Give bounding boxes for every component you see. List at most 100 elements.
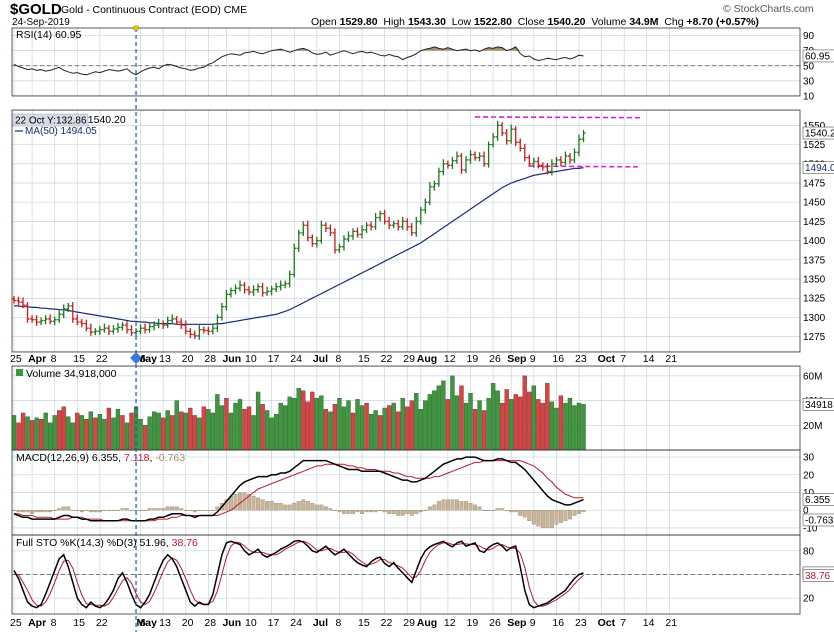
volume-bar [504,389,509,451]
macd-histogram-bar [242,492,247,511]
macd-histogram-bar [156,508,161,511]
volume-bar [129,412,134,451]
price-bar [156,318,161,329]
date-marker-tick: 6 [140,353,146,365]
price-last-value: 1540.2 [805,129,834,140]
macd-histogram-bar [418,510,423,513]
macd-histogram-bar [165,506,170,511]
volume-bar [540,402,545,451]
price-bar [423,198,428,214]
volume-bar [409,400,414,451]
macd-histogram-bar [577,510,581,514]
macd-histogram-bar [61,506,66,511]
macd-histogram-bar [332,510,337,511]
macd-histogram-bar [527,510,532,521]
price-bar [52,316,57,326]
price-bar [391,220,396,229]
macd-histogram-bar [269,501,274,511]
price-bar [468,149,473,164]
volume-bar [102,418,107,451]
macd-histogram-bar [310,502,315,511]
macd-title-part: MACD(12,26,9) 6.355, [16,452,124,464]
volume-bar [151,411,157,451]
price-bar [215,314,220,333]
volume-bar [572,405,577,451]
y-tick-label: 1450 [803,198,826,209]
macd-histogram-bar [30,510,35,514]
volume-bar [563,402,568,451]
price-bar [473,151,478,161]
volume-bar [495,390,500,451]
macd-histogram-bar [260,499,265,511]
volume-bar [174,400,179,451]
macd-histogram-bar [192,510,197,513]
price-bar [414,216,419,237]
price-bar [152,321,157,331]
x-tick-label: 26 [489,617,501,629]
price-bar [84,319,89,332]
volume-bar [463,402,469,451]
x-tick-label: 16 [552,617,564,629]
macd-histogram-bar [427,506,432,511]
close-label: Close [517,16,545,28]
volume-bar [61,406,66,451]
x-tick-label: 10 [245,617,257,629]
price-volume-gap [12,352,800,366]
price-last-value-box [802,126,834,140]
price-bar [256,283,261,293]
x-tick-label: Aug [417,617,437,629]
macd-histogram-bar [84,510,89,511]
volume-bar [531,385,536,451]
date-marker[interactable]: 66 [130,25,146,632]
price-bar [75,314,80,326]
x-tick-label: Jul [313,617,328,629]
price-bar [296,229,301,253]
volume-bar [34,417,39,451]
volume-bar [156,412,161,451]
price-bar [111,325,116,335]
macd-histogram-bar [251,495,256,511]
macd-histogram-bar [75,510,80,511]
macd-histogram-bar [174,506,179,511]
price-bar [373,212,378,230]
macd-title-part: , [149,452,155,464]
macd-histogram-bar [21,510,25,513]
price-bar [70,302,75,323]
volume-bar [233,402,238,451]
brand-watermark[interactable]: © StockCharts.com [723,3,814,15]
price-bar [549,159,554,176]
price-bar [355,227,360,238]
price-bar [39,317,44,326]
volume-bar [468,393,473,451]
macd-histogram-bar [287,504,292,511]
macd-histogram-bar [97,510,102,513]
volume-bar [536,399,541,451]
macd-last-value: 6.355 [805,495,830,506]
volume-bar [382,407,387,451]
volume-bar [52,415,57,451]
y-tick-label: 30 [803,76,815,87]
x-tick-label: 14 [643,353,655,365]
price-bar [319,220,324,244]
chart-date: 24-Sep-2019 [12,17,70,28]
price-bar [486,141,491,168]
price-bar [61,304,66,319]
volume-bar [418,409,423,451]
price-bar [192,330,197,339]
price-bar [518,138,523,152]
volume-bar [522,375,527,451]
macd-histogram-bar [581,510,586,513]
price-bar [400,216,405,230]
volume-legend-swatch [16,369,23,376]
macd-histogram-bar [455,499,459,511]
x-tick-label: 8 [51,617,57,629]
volume-bar [264,410,270,451]
price-bar [278,280,283,291]
macd-histogram-bar [391,510,396,514]
x-tick-label: 13 [159,353,171,365]
price-bar [310,234,315,247]
volume-bar [255,391,261,451]
y-tick-label: 1550 [803,121,826,132]
price-bar [224,289,229,311]
